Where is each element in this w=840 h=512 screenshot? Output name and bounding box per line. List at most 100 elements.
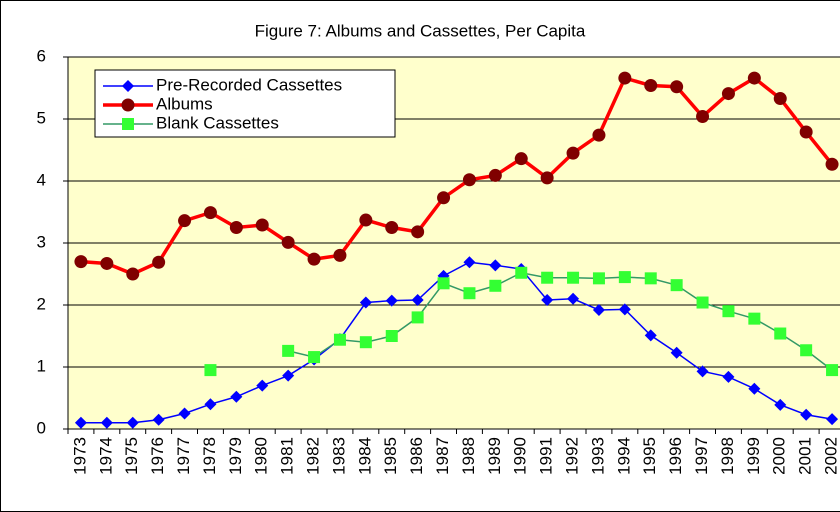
marker (100, 416, 113, 429)
x-tick-label: 1990 (511, 437, 530, 475)
marker (774, 327, 787, 340)
marker (204, 398, 217, 411)
marker (748, 312, 761, 325)
marker (385, 294, 398, 307)
x-tick-label: 1987 (433, 437, 452, 475)
marker (126, 416, 139, 429)
marker (800, 408, 813, 421)
marker (592, 128, 606, 142)
marker (411, 294, 424, 307)
marker (748, 382, 761, 395)
marker (826, 364, 839, 377)
marker (255, 218, 269, 232)
marker (282, 344, 295, 357)
marker (463, 256, 476, 269)
marker (282, 369, 295, 382)
marker (670, 80, 684, 94)
x-tick-label: 1986 (407, 437, 426, 475)
x-tick-label: 1989 (485, 437, 504, 475)
x-tick-label: 1998 (718, 437, 737, 475)
marker (359, 296, 372, 309)
marker (515, 266, 528, 279)
x-tick-label: 2001 (796, 437, 815, 475)
marker (203, 206, 217, 220)
marker (74, 255, 88, 269)
marker (385, 221, 399, 234)
legend-marker (121, 98, 135, 112)
marker (152, 255, 166, 269)
legend-marker (122, 80, 134, 92)
marker (618, 71, 632, 85)
marker (307, 252, 321, 266)
legend-marker (122, 118, 134, 130)
x-tick-label: 1980 (252, 437, 271, 475)
marker (333, 333, 346, 346)
marker (541, 294, 554, 307)
marker (178, 214, 192, 228)
y-tick-label: 4 (37, 170, 46, 189)
x-tick-label: 1982 (304, 437, 323, 475)
x-tick-label: 1994 (614, 437, 633, 475)
marker (411, 311, 424, 324)
marker (308, 351, 321, 364)
marker (696, 296, 709, 309)
marker (644, 79, 658, 93)
marker (359, 336, 372, 349)
marker (566, 146, 580, 160)
x-tick-label: 1976 (148, 437, 167, 475)
marker (696, 110, 710, 124)
marker (359, 213, 373, 227)
y-tick-label: 6 (37, 46, 46, 65)
y-tick-label: 1 (37, 356, 46, 375)
marker (411, 225, 425, 239)
marker (152, 413, 165, 426)
marker (100, 256, 114, 270)
marker (540, 171, 554, 185)
y-tick-label: 3 (37, 232, 46, 251)
marker (618, 271, 631, 284)
marker (696, 365, 709, 378)
marker (825, 157, 839, 171)
marker (256, 379, 269, 392)
marker (230, 390, 243, 403)
marker (670, 279, 683, 292)
x-tick-label: 1984 (355, 437, 374, 475)
legend-label: Pre-Recorded Cassettes (156, 75, 342, 94)
marker (333, 248, 347, 262)
x-tick-label: 1981 (278, 437, 297, 475)
x-tick-label: 1991 (537, 437, 556, 475)
x-tick-label: 2000 (770, 437, 789, 475)
marker (644, 329, 657, 342)
x-tick-label: 2002 (822, 437, 840, 475)
marker (722, 370, 735, 383)
marker (826, 413, 839, 426)
marker (489, 259, 502, 272)
series-line (287, 271, 833, 371)
marker (462, 173, 476, 187)
x-tick-label: 1992 (563, 437, 582, 475)
y-tick-label: 0 (37, 418, 46, 437)
marker (463, 287, 476, 300)
marker (721, 87, 735, 101)
marker (488, 168, 502, 182)
marker (747, 71, 761, 85)
marker (800, 344, 813, 357)
x-tick-label: 1974 (96, 437, 115, 475)
chart-title: Figure 7: Albums and Cassettes, Per Capi… (255, 21, 586, 40)
x-tick-label: 1999 (744, 437, 763, 475)
x-tick-label: 1988 (459, 437, 478, 475)
marker (437, 277, 450, 290)
marker (773, 92, 787, 106)
x-tick-label: 1983 (329, 437, 348, 475)
marker (592, 272, 605, 285)
marker (229, 221, 243, 234)
marker (774, 398, 787, 411)
marker (126, 267, 140, 281)
marker (281, 235, 295, 249)
marker (618, 303, 631, 316)
marker (385, 330, 398, 342)
x-tick-label: 1973 (70, 437, 89, 475)
marker (74, 416, 87, 429)
marker (514, 152, 528, 166)
